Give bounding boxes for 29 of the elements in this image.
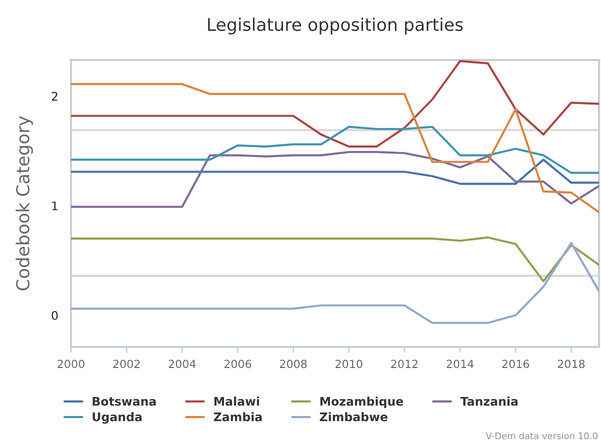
y-tick-label: 2 <box>52 92 58 101</box>
x-tick-label: 2016 <box>502 360 530 368</box>
line-series <box>71 126 599 174</box>
line-series <box>71 83 599 214</box>
legend-label: Tanzania <box>460 396 518 406</box>
y-tick-label: 0 <box>52 310 58 320</box>
legend-label: Mozambique <box>320 396 404 408</box>
x-tick-label: 2008 <box>280 360 307 368</box>
line-series <box>71 242 599 324</box>
legend-label: Uganda <box>92 412 142 424</box>
legend-label: Botswana <box>92 396 156 406</box>
text: V-Dem data version 10.0 <box>486 432 598 440</box>
y-axis-title: Codebook Category <box>16 116 33 290</box>
x-tick-label: 2004 <box>168 360 196 368</box>
x-tick-label: 2012 <box>391 360 418 368</box>
chart-title: Legislature opposition parties <box>208 18 463 34</box>
x-tick-label: 2010 <box>336 360 362 368</box>
legend-label: Zambia <box>214 412 262 422</box>
x-tick-label: 2018 <box>558 360 585 368</box>
x-tick-label: 2000 <box>58 360 84 368</box>
line-series <box>71 158 599 185</box>
line-series <box>71 150 599 208</box>
x-tick-label: 2006 <box>224 360 252 368</box>
legend-label: Malawi <box>214 396 260 406</box>
x-tick-label: 2002 <box>113 360 140 368</box>
legend-label: Zimbabwe <box>320 412 388 422</box>
line-series <box>71 236 599 282</box>
x-tick-label: 2014 <box>446 360 474 368</box>
y-tick-label: 1 <box>52 202 58 210</box>
